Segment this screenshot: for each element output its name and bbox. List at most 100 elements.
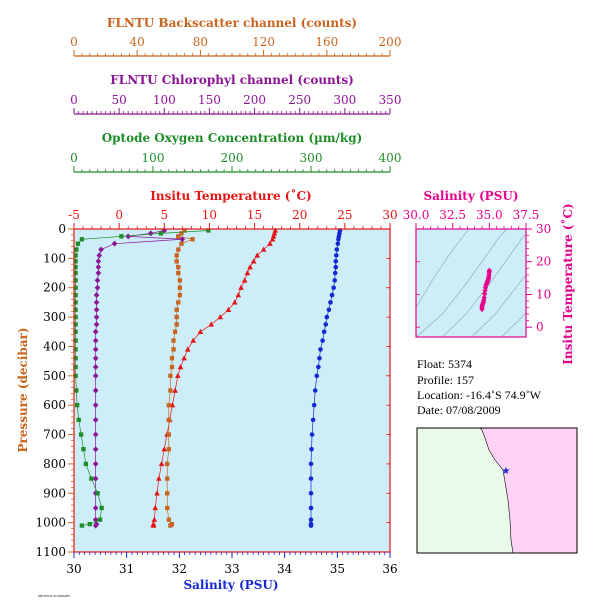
map-frame (416, 427, 578, 554)
salinity-tick-label: 33 (224, 562, 239, 576)
oxygen-point (83, 461, 89, 467)
salinity-point (310, 417, 316, 423)
temperature-point (151, 516, 158, 522)
temperature-point (241, 277, 248, 283)
ts-contour-line (415, 228, 508, 338)
backscatter-point (174, 307, 179, 312)
backscatter-point (166, 432, 171, 437)
temperature-point (225, 306, 232, 312)
salinity-point (321, 329, 327, 335)
salinity-point (308, 517, 314, 522)
oxygen-tick-label: 0 (70, 151, 78, 165)
backscatter-point (176, 234, 181, 239)
salinity-point (311, 402, 317, 408)
salinity-point (331, 285, 336, 291)
chlorophyl-point (92, 522, 99, 529)
chlorophyl-tick-label: 0 (70, 93, 78, 107)
ts-x-tick-label: 32.5 (439, 208, 466, 222)
chlorophyl-point (92, 431, 99, 438)
chlorophyl-tick-label: 300 (333, 93, 356, 107)
temperature-point (235, 292, 242, 298)
chlorophyl-point (92, 504, 99, 511)
salinity-tick-label: 36 (382, 562, 397, 576)
oxygen-tick-label: 100 (142, 151, 165, 165)
backscatter-point (169, 356, 175, 361)
ts-point (482, 290, 488, 297)
temperature-tick-label: 15 (247, 208, 262, 222)
backscatter-point (174, 253, 179, 258)
oxygen-point (73, 265, 78, 270)
temperature-tick-label: 5 (160, 208, 168, 222)
oxygen-point (73, 285, 78, 290)
temperature-point (260, 246, 267, 252)
backscatter-point (165, 476, 170, 481)
oxygen-point (73, 322, 78, 327)
oxygen-point (73, 270, 78, 276)
salinity-point (320, 338, 325, 343)
temperature-tick-label: 25 (337, 208, 352, 222)
ts-y-tick-label: 0 (536, 320, 544, 334)
ts-y-axis-title: Insitu Temperature (˚C) (560, 203, 575, 364)
backscatter-point (177, 278, 183, 283)
backscatter-point (179, 231, 184, 236)
oxygen-point (81, 447, 86, 452)
chlorophyl-point (95, 264, 102, 271)
backscatter-point (169, 364, 175, 370)
temperature-point (181, 355, 187, 361)
ts-x-tick-label: 37.5 (513, 208, 540, 222)
chlorophyl-tick-label: 200 (243, 93, 266, 107)
oxygen-point (73, 253, 78, 258)
temperature-point (231, 299, 238, 305)
oxygen-point (87, 521, 92, 527)
temperature-point (152, 504, 159, 511)
salinity-point (332, 270, 338, 276)
y-axis-title: Pressure (decibar) (16, 327, 30, 452)
plot-background (74, 229, 390, 552)
ts-point (479, 306, 485, 313)
temperature-point (238, 284, 244, 290)
backscatter-point (176, 270, 181, 276)
temperature-axis-title: Insitu Temperature (˚C) (150, 188, 311, 203)
oxygen-point (99, 505, 104, 511)
oxygen-point (73, 278, 78, 283)
chlorophyl-point (94, 284, 101, 291)
chlorophyl-point (147, 230, 154, 237)
backscatter-tick-label: 200 (379, 35, 402, 49)
salinity-point (333, 253, 339, 258)
oxygen-point (78, 432, 84, 437)
chlorophyl-point (92, 337, 99, 344)
oxygen-tick-label: 400 (379, 151, 402, 165)
ts-contour-line (500, 312, 527, 338)
chlorophyl-point (92, 346, 99, 353)
salinity-point (328, 300, 333, 305)
backscatter-point (174, 314, 179, 320)
oxygen-point (73, 373, 78, 378)
backscatter-point (166, 417, 171, 423)
salinity-point (333, 264, 339, 270)
location-map: ★ (416, 427, 578, 554)
backscatter-axis-title: FLNTU Backscatter channel (counts) (107, 16, 357, 30)
salinity-point (309, 432, 315, 437)
salinity-point (332, 278, 338, 283)
salinity-point (316, 364, 321, 370)
backscatter-point (166, 403, 171, 408)
temperature-point (269, 236, 276, 242)
salinity-point (317, 355, 322, 361)
salinity-point (308, 505, 314, 511)
chlorophyl-point (93, 299, 100, 306)
backscatter-point (177, 285, 183, 290)
backscatter-point (176, 265, 181, 270)
pressure-tick-label: 100 (43, 251, 66, 265)
temperature-point (158, 460, 165, 467)
oxygen-point (73, 347, 78, 352)
salinity-point (323, 322, 329, 327)
chlorophyl-tick-label: 350 (379, 93, 402, 107)
chlorophyl-point (93, 306, 100, 313)
chlorophyl-point (96, 252, 103, 259)
temperature-tick-label: -5 (68, 208, 80, 222)
chlorophyl-point (179, 236, 186, 243)
pressure-tick-label: 800 (43, 457, 66, 471)
ts-x-tick-label: 35.0 (476, 208, 503, 222)
ts-contour-line (415, 228, 470, 308)
